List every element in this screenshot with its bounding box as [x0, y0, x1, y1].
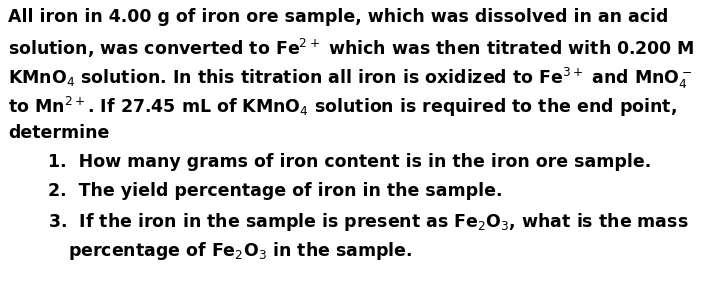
Text: KMnO$_4$ solution. In this titration all iron is oxidized to Fe$^{3+}$ and MnO$_: KMnO$_4$ solution. In this titration all… — [8, 66, 692, 91]
Text: percentage of Fe$_2$O$_3$ in the sample.: percentage of Fe$_2$O$_3$ in the sample. — [68, 240, 412, 262]
Text: 2.  The yield percentage of iron in the sample.: 2. The yield percentage of iron in the s… — [48, 182, 503, 200]
Text: solution, was converted to Fe$^{2+}$ which was then titrated with 0.200 M: solution, was converted to Fe$^{2+}$ whi… — [8, 37, 694, 60]
Text: 3.  If the iron in the sample is present as Fe$_2$O$_3$, what is the mass: 3. If the iron in the sample is present … — [48, 211, 689, 233]
Text: to Mn$^{2+}$. If 27.45 mL of KMnO$_4$ solution is required to the end point,: to Mn$^{2+}$. If 27.45 mL of KMnO$_4$ so… — [8, 95, 677, 119]
Text: determine: determine — [8, 124, 110, 142]
Text: 1.  How many grams of iron content is in the iron ore sample.: 1. How many grams of iron content is in … — [48, 153, 651, 171]
Text: All iron in 4.00 g of iron ore sample, which was dissolved in an acid: All iron in 4.00 g of iron ore sample, w… — [8, 8, 669, 26]
